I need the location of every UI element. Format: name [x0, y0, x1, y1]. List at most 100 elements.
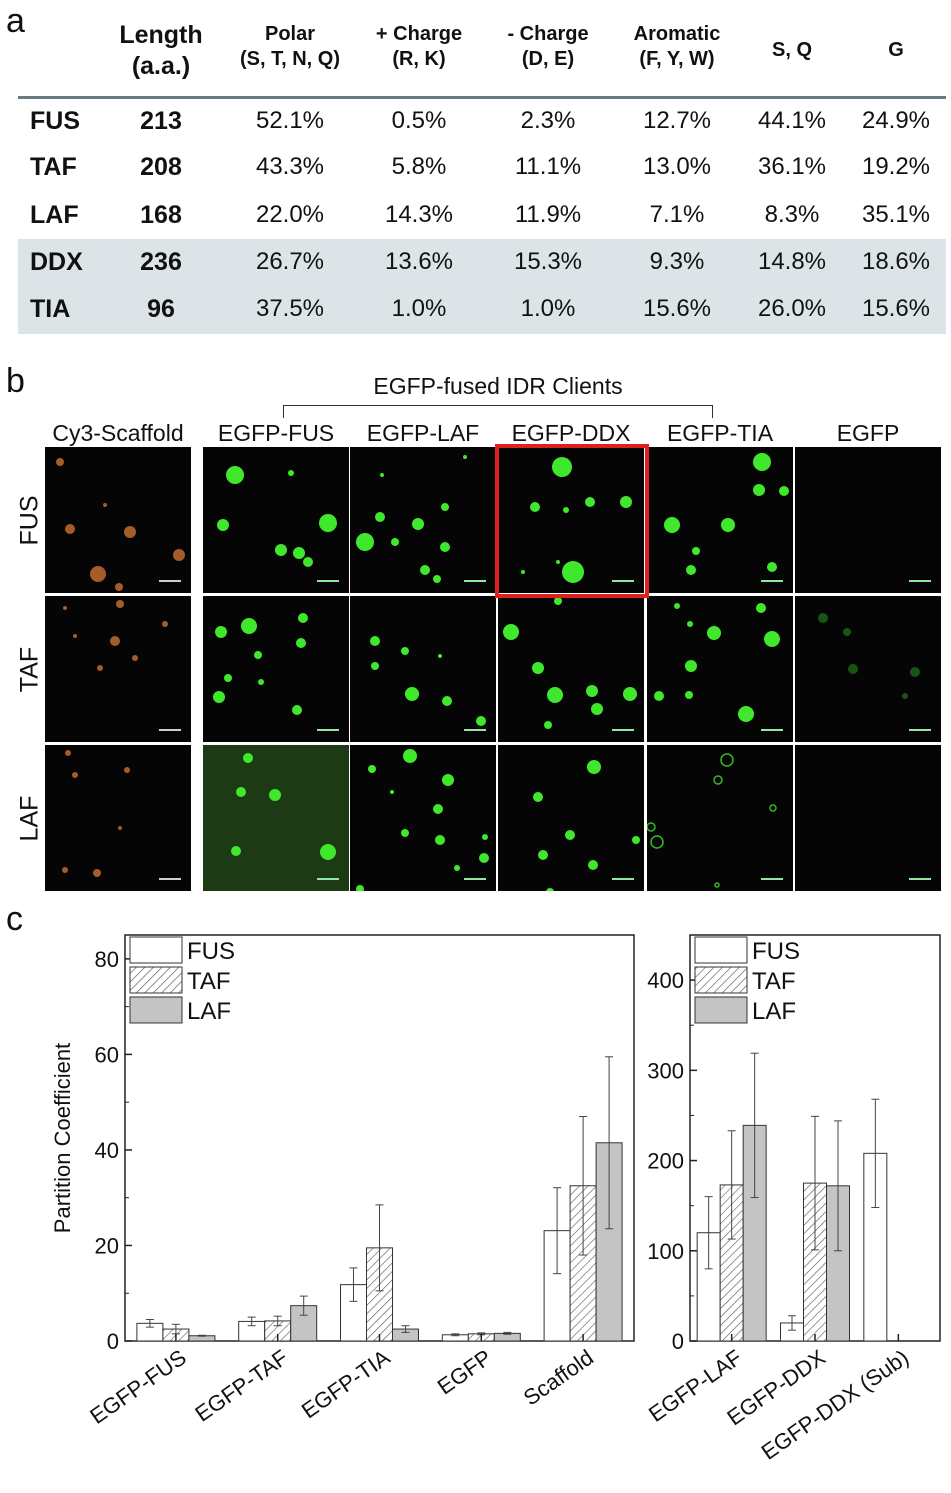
- droplet: [162, 621, 168, 627]
- table-cell: 26.7%: [255, 248, 325, 275]
- table-cell: 44.1%: [757, 107, 827, 134]
- table-row-length: 168: [140, 201, 182, 229]
- micrograph-panel: [647, 596, 793, 742]
- table-cell: 0.5%: [391, 107, 447, 134]
- droplet: [503, 624, 519, 640]
- table-cell: 15.6%: [861, 295, 931, 322]
- droplet: [587, 760, 601, 774]
- y-tick-label: 0: [107, 1329, 119, 1354]
- droplet: [902, 693, 908, 699]
- table-header: - Charge (D, E): [473, 22, 623, 72]
- droplet: [303, 557, 313, 567]
- droplet: [438, 654, 442, 658]
- table-cell: 52.1%: [255, 107, 325, 134]
- droplet: [685, 660, 697, 672]
- droplet: [463, 455, 467, 459]
- table-cell: 15.3%: [513, 248, 583, 275]
- table-cell: 13.0%: [642, 153, 712, 180]
- droplet: [380, 473, 384, 477]
- droplet: [124, 526, 136, 538]
- droplet: [375, 512, 385, 522]
- droplet: [591, 703, 603, 715]
- micrograph-column-label: EGFP: [836, 420, 900, 446]
- x-tick-label: EGFP-DDX (Sub): [757, 1345, 914, 1465]
- droplet: [692, 547, 700, 555]
- droplet: [73, 634, 77, 638]
- x-tick-label: EGFP: [433, 1345, 496, 1400]
- droplet: [401, 647, 409, 655]
- droplet: [654, 691, 664, 701]
- droplet: [118, 826, 122, 830]
- droplet: [769, 804, 777, 812]
- table-row-name: TIA: [30, 295, 71, 323]
- legend-label: LAF: [187, 998, 231, 1025]
- droplet: [687, 621, 693, 627]
- droplet: [132, 655, 138, 661]
- droplet: [476, 716, 486, 726]
- micrograph-panel: [647, 447, 793, 593]
- droplet: [298, 613, 308, 623]
- droplet: [241, 618, 257, 634]
- client-group-label: EGFP-fused IDR Clients: [373, 373, 623, 399]
- legend-label: LAF: [752, 998, 796, 1025]
- droplet: [753, 453, 771, 471]
- x-tick-label: EGFP-FUS: [85, 1345, 190, 1429]
- legend-label: TAF: [187, 968, 231, 995]
- table-cell: 43.3%: [255, 153, 325, 180]
- table-header-line2: (S, T, N, Q): [240, 48, 340, 70]
- table-row-name: DDX: [30, 248, 83, 276]
- table-row-length: 236: [140, 248, 182, 276]
- table-cell: 14.3%: [384, 201, 454, 228]
- table-cell: 11.9%: [514, 201, 582, 228]
- micrograph-panel: [350, 745, 496, 891]
- panel-label-b: b: [6, 362, 25, 400]
- droplet: [664, 517, 680, 533]
- droplet: [623, 687, 637, 701]
- micrograph-panel: [350, 596, 496, 742]
- droplet: [440, 542, 450, 552]
- legend-label: TAF: [752, 968, 796, 995]
- table-header-line1: Aromatic: [633, 23, 721, 45]
- micrograph-panel: [45, 447, 191, 593]
- micrograph-panel: [203, 447, 349, 593]
- table-header: Length (a.a.): [86, 20, 236, 83]
- table-cell: 5.8%: [391, 153, 447, 180]
- droplet: [674, 603, 680, 609]
- droplet: [714, 882, 720, 888]
- table-cell: 13.6%: [384, 248, 454, 275]
- micrograph-row-label: FUS: [15, 495, 44, 546]
- droplet: [547, 687, 563, 703]
- x-tick-label: EGFP-TIA: [297, 1344, 395, 1423]
- table-row-name: LAF: [30, 201, 79, 229]
- droplet: [586, 685, 598, 697]
- droplet: [738, 706, 754, 722]
- droplet: [433, 575, 441, 583]
- legend-swatch: [694, 936, 748, 964]
- y-tick-label: 200: [647, 1149, 684, 1174]
- droplet: [441, 503, 449, 511]
- droplet: [556, 560, 560, 564]
- droplet: [62, 867, 68, 873]
- table-row-length: 213: [140, 107, 182, 135]
- droplet: [72, 772, 78, 778]
- droplet: [356, 533, 374, 551]
- droplet: [552, 457, 572, 477]
- legend-swatch: [694, 996, 748, 1024]
- droplet: [538, 850, 548, 860]
- droplet: [647, 822, 656, 832]
- droplet: [533, 792, 543, 802]
- droplet: [563, 507, 569, 513]
- droplet: [231, 846, 241, 856]
- droplet: [320, 844, 336, 860]
- table-row-length: 208: [140, 153, 182, 181]
- droplet: [275, 544, 287, 556]
- droplet: [720, 753, 734, 767]
- table-header: Polar (S, T, N, Q): [215, 22, 365, 72]
- table-header-line2: (F, Y, W): [639, 48, 715, 70]
- micrograph-panel: [350, 447, 496, 593]
- table-cell: 35.1%: [861, 201, 931, 228]
- droplet: [97, 665, 103, 671]
- droplet: [767, 562, 777, 572]
- client-group-bracket: [283, 405, 713, 418]
